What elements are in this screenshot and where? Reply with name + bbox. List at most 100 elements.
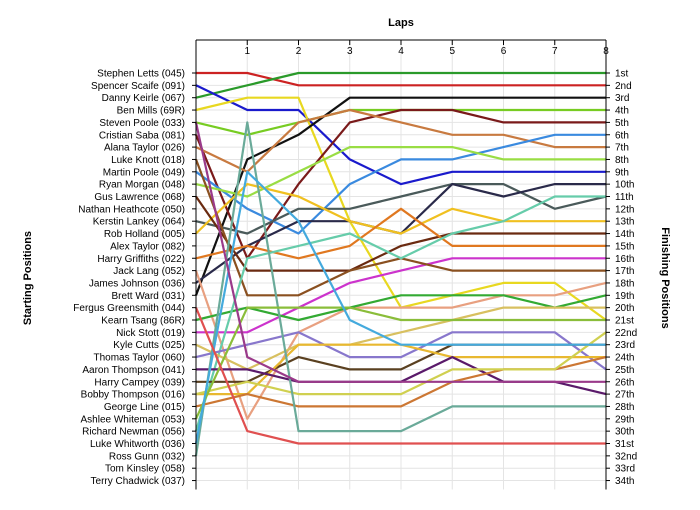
finishing-position-label: 5th [615,118,629,129]
finishing-position-label: 23rd [615,340,635,351]
x-tick-label: 3 [347,46,353,57]
starting-position-label: Nick Stott (019) [116,328,185,339]
finishing-position-label: 28th [615,402,634,413]
finishing-position-label: 4th [615,106,629,117]
starting-position-label: Nathan Heathcote (050) [78,204,185,215]
finishing-position-label: 22nd [615,328,637,339]
driver-series-line [194,96,606,296]
driver-series-line [195,108,606,173]
starting-position-label: Bobby Thompson (016) [81,390,185,401]
starting-position-label: Aaron Thompson (041) [82,365,185,376]
starting-position-label: Kyle Cutts (025) [113,340,185,351]
driver-series-line [194,122,606,383]
driver-series-line [195,306,606,420]
finishing-position-label: 29th [615,414,634,425]
starting-position-label: Brett Ward (031) [111,291,185,302]
starting-position-label: Steven Poole (033) [99,118,185,129]
series-lines [194,71,607,456]
x-tick-label: 2 [296,46,302,57]
x-tick-label: 8 [603,46,609,57]
grid [196,40,607,490]
finishing-position-label: 31st [615,439,634,450]
finishing-position-label: 30th [615,427,634,438]
axes [192,39,610,490]
starting-position-label: George Line (015) [104,402,185,413]
driver-series-line [194,307,606,445]
finishing-position-label: 13th [615,217,634,228]
finishing-position-label: 10th [615,180,634,191]
finishing-position-label: 21st [615,316,634,327]
finishing-position-label: 12th [615,204,634,215]
driver-series-line [195,331,607,371]
finishing-position-label: 9th [615,167,629,178]
starting-position-label: Harry Griffiths (022) [97,254,185,265]
starting-position-label: James Johnson (036) [89,278,185,289]
starting-position-label: Rob Holland (005) [104,229,185,240]
starting-position-label: Kerstin Lankey (064) [93,217,185,228]
x-tick-label: 5 [449,46,455,57]
starting-position-label: Danny Keirle (067) [102,93,185,104]
starting-position-label: Cristian Saba (081) [99,130,185,141]
x-tick-label: 7 [552,46,558,57]
finishing-position-label: 33rd [615,464,635,475]
starting-position-label: Stephen Letts (045) [97,69,185,80]
starting-position-label: Luke Whitworth (036) [90,439,185,450]
starting-position-label: Luke Knott (018) [111,155,185,166]
starting-position-label: Thomas Taylor (060) [93,353,185,364]
x-tick-label: 6 [501,46,507,57]
driver-series-line [194,195,606,432]
finishing-position-label: 7th [615,143,629,154]
finishing-position-label: 14th [615,229,634,240]
finishing-position-label: 15th [615,241,634,252]
starting-position-label: Jack Lang (052) [113,266,185,277]
driver-series-line [195,71,606,99]
finishing-position-label: 18th [615,278,634,289]
driver-series-line [195,331,607,396]
finishing-position-label: 17th [615,266,634,277]
starting-position-label: Ross Gunn (032) [109,451,185,462]
finishing-position-label: 24th [615,353,634,364]
starting-position-label: Spencer Scaife (091) [91,81,185,92]
y-axis-title-right: Finishing Positions [659,227,671,328]
driver-series-line [195,207,606,260]
labels: 1 2 3 4 5 6 7 8 Stephen Letts (045) 1st Spencer Sc… [73,46,637,487]
x-axis-title: Laps [388,17,414,29]
finishing-position-label: 2nd [615,81,632,92]
starting-position-label: Ashlee Whiteman (053) [81,414,186,425]
driver-series-line [196,257,606,334]
driver-series-line [195,294,607,322]
starting-position-label: Terry Chadwick (037) [91,476,185,487]
finishing-position-label: 19th [615,291,634,302]
starting-position-label: Ryan Morgan (048) [99,180,185,191]
driver-series-line [196,71,606,87]
driver-series-line [195,133,606,235]
starting-position-label: Kearn Tsang (86R) [101,316,185,327]
driver-series-line [195,306,606,371]
finishing-position-label: 25th [615,365,634,376]
finishing-position-label: 1st [615,69,629,80]
finishing-position-label: 11th [615,192,634,203]
driver-series-line [195,84,606,186]
finishing-position-label: 32nd [615,451,637,462]
finishing-position-label: 34th [615,476,634,487]
finishing-position-label: 16th [615,254,634,265]
finishing-position-label: 20th [615,303,634,314]
finishing-position-label: 8th [615,155,629,166]
starting-position-label: Harry Campey (039) [94,377,185,388]
driver-series-line [194,121,606,456]
starting-position-label: Richard Newman (056) [82,427,185,438]
finishing-position-label: 27th [615,390,634,401]
starting-position-label: Tom Kinsley (058) [105,464,185,475]
finishing-position-label: 3rd [615,93,629,104]
driver-series-line [195,195,606,272]
driver-series-line [194,170,606,444]
starting-position-label: Ben Mills (69R) [117,106,185,117]
driver-series-line [194,270,607,420]
finishing-position-label: 26th [615,377,634,388]
x-tick-label: 4 [398,46,404,57]
starting-position-label: Martin Poole (049) [103,167,185,178]
starting-position-label: Fergus Greensmith (044) [73,303,185,314]
starting-position-label: Alex Taylor (082) [110,241,185,252]
finishing-position-label: 6th [615,130,629,141]
